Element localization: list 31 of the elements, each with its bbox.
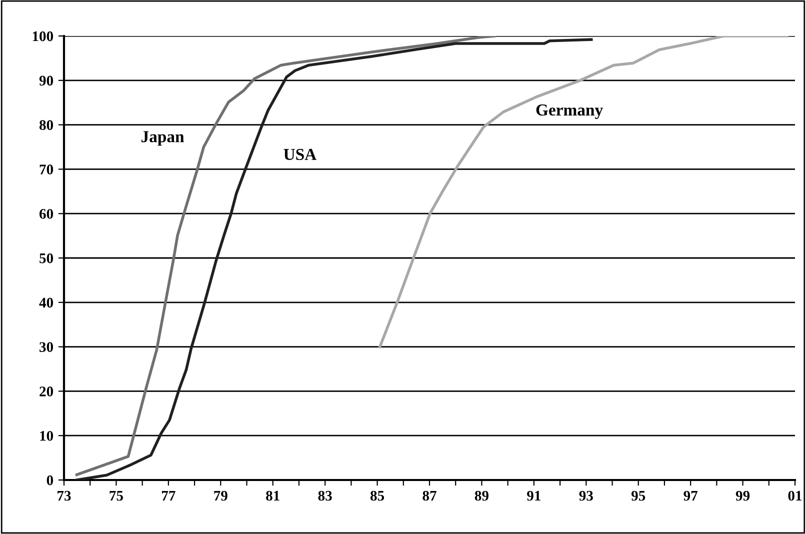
y-tick-label: 10: [40, 430, 54, 441]
y-tick-label: 60: [40, 208, 54, 219]
x-tick-label: 77: [162, 490, 176, 501]
x-tick-label: 95: [631, 490, 646, 501]
series-label: Japan: [141, 131, 184, 146]
y-tick-label: 20: [40, 386, 54, 396]
series-label: USA: [284, 148, 317, 160]
y-tick-label: 30: [40, 342, 54, 352]
x-tick-label: 87: [422, 490, 436, 501]
line-series: [378, 36, 789, 348]
x-tick-label: 75: [110, 490, 123, 501]
y-tick-label: 90: [39, 76, 54, 86]
x-tick-label: 91: [527, 490, 540, 501]
x-tick-label: 97: [684, 490, 698, 501]
y-tick-label: 0: [46, 475, 54, 486]
x-tick-label: 79: [214, 490, 228, 501]
y-tick-label: 50: [40, 253, 54, 264]
y-tick-label: 80: [39, 120, 54, 130]
series-label: Germany: [536, 104, 603, 120]
x-tick-label: 83: [318, 490, 332, 501]
y-tick-label: 40: [39, 298, 54, 308]
x-tick-label: 73: [58, 490, 71, 501]
y-tick-label: 100: [32, 31, 54, 42]
x-tick-label: 93: [579, 490, 593, 501]
x-tick-label: 81: [266, 490, 280, 501]
x-tick-label: 89: [474, 490, 488, 501]
x-tick-label: 01: [788, 490, 802, 501]
y-tick-label: 70: [40, 164, 54, 174]
x-tick-label: 85: [370, 490, 384, 501]
line-series: [75, 36, 496, 476]
x-tick-label: 99: [736, 490, 750, 501]
